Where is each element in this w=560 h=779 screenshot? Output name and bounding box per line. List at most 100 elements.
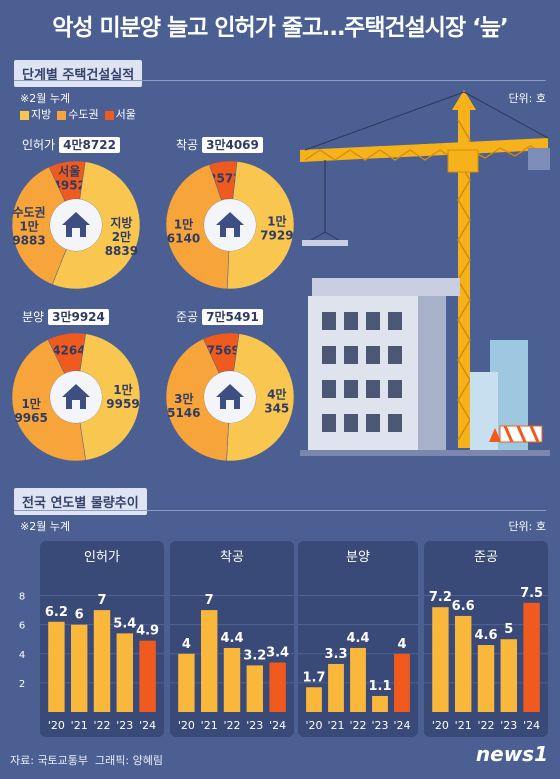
bar (306, 687, 322, 712)
x-tick-label: '20 (178, 719, 195, 732)
x-tick-label: '22 (477, 719, 494, 732)
x-tick-label: '21 (327, 719, 344, 732)
bar-value-label: 7.2 (429, 590, 452, 605)
bar-value-label: 1.1 (368, 679, 391, 694)
y-tick-label: 2 (19, 679, 25, 690)
donut-caption-complete: 준공 7만5491 (176, 308, 263, 325)
divider (14, 80, 546, 81)
news1-logo: news1 (475, 742, 548, 766)
bar-value-label: 4 (182, 637, 191, 652)
bar (139, 640, 156, 712)
bar-value-label: 6.6 (452, 599, 475, 614)
bar-panel-title: 분양 (346, 550, 370, 565)
x-tick-label: '22 (223, 719, 240, 732)
x-tick-label: '22 (93, 719, 110, 732)
bar-panel-title: 착공 (220, 550, 244, 565)
donut-caption-sale: 분양 3만9924 (22, 308, 109, 325)
bar-panel (298, 541, 418, 737)
bar-value-label: 7 (205, 593, 214, 608)
x-tick-label: '21 (71, 719, 88, 732)
bar-value-label: 4.4 (220, 631, 243, 646)
x-tick-label: '23 (246, 719, 263, 732)
bar (500, 639, 518, 712)
x-tick-label: '23 (500, 719, 517, 732)
bar (48, 621, 65, 712)
bar-panel-title: 인허가 (84, 550, 120, 565)
donut-label-2: 3만 5146 (167, 391, 200, 420)
donut-label-1: 1만 9959 (106, 382, 139, 411)
donut-label-0: 7569 (207, 343, 240, 357)
bar (523, 602, 540, 712)
section-label-stages: 단계별 주택건설실적 (14, 60, 143, 87)
x-tick-label: '21 (201, 719, 218, 732)
x-tick-label: '20 (305, 719, 322, 732)
note-feb-2: ※2월 누계 (20, 520, 71, 533)
bar (246, 665, 264, 712)
bar (200, 610, 218, 712)
bar (432, 607, 449, 712)
bar (178, 653, 195, 712)
x-tick-label: '20 (432, 719, 449, 732)
x-tick-label: '24 (269, 719, 286, 732)
bar-value-label: 4.4 (346, 631, 369, 646)
unit-label-2: 단위: 호 (508, 520, 546, 533)
donut-caption-start: 착공 3만4069 (176, 136, 263, 153)
bar (93, 610, 111, 712)
page-title: 악성 미분양 늘고 인허가 줄고…주택건설시장 ‘늪’ (52, 15, 509, 41)
y-tick-label: 8 (19, 592, 25, 603)
bar (394, 653, 410, 712)
house-icon (216, 212, 244, 237)
bar (454, 615, 472, 712)
bar (477, 645, 495, 712)
x-tick-label: '23 (116, 719, 133, 732)
x-tick-label: '22 (349, 719, 366, 732)
house-icon (216, 384, 244, 409)
bar-value-label: 3.2 (243, 648, 266, 663)
legend-item-seoul: 서울 (104, 106, 136, 122)
x-tick-label: '23 (371, 719, 388, 732)
bar-value-label: 6.2 (45, 605, 68, 620)
divider (14, 510, 546, 511)
bar-value-label: 1.7 (302, 670, 325, 685)
bar (350, 647, 366, 712)
x-tick-label: '24 (523, 719, 540, 732)
bar (223, 647, 241, 712)
donut-slice-1 (51, 161, 141, 290)
x-tick-label: '20 (48, 719, 65, 732)
bar (116, 633, 134, 712)
donut-label-1: 4만 345 (264, 387, 289, 416)
bar-value-label: 6 (75, 608, 84, 623)
house-icon (62, 384, 90, 409)
donut-caption-permit: 인허가 4만8722 (22, 136, 120, 153)
bar (70, 624, 88, 712)
house-icon (62, 212, 90, 237)
x-tick-label: '24 (139, 719, 156, 732)
bar-panel-title: 준공 (474, 550, 498, 565)
x-tick-label: '24 (393, 719, 410, 732)
bar (328, 663, 344, 712)
graphic-credit: 그래픽: 양혜림 (95, 754, 163, 767)
legend-item-capital: 수도권 (57, 106, 99, 122)
donut-label-2: 수도권 1만 9883 (12, 205, 45, 247)
donut-label-0: 2572 (208, 171, 241, 185)
x-tick-label: '21 (455, 719, 472, 732)
bar-value-label: 3.4 (266, 646, 289, 661)
footer: 자료: 국토교통부 그래픽: 양혜림 (10, 752, 163, 768)
bar (269, 662, 286, 712)
bar (372, 695, 388, 712)
donut-label-0: 서울 4952 (53, 163, 86, 192)
donut-label-2: 1만 6140 (167, 217, 200, 246)
legend-item-local: 지방 (20, 106, 51, 122)
bar-value-label: 5.4 (113, 616, 136, 631)
bar-value-label: 4.9 (136, 624, 159, 639)
y-tick-label: 4 (19, 650, 25, 661)
bar-value-label: 4.6 (474, 628, 497, 643)
bar-value-label: 7 (97, 593, 106, 608)
source-text: 자료: 국토교통부 (10, 754, 89, 767)
bar-value-label: 4 (397, 637, 406, 652)
note-feb: ※2월 누계 (20, 92, 71, 105)
bar-value-label: 5 (504, 622, 513, 637)
bar-value-label: 7.5 (520, 586, 543, 601)
